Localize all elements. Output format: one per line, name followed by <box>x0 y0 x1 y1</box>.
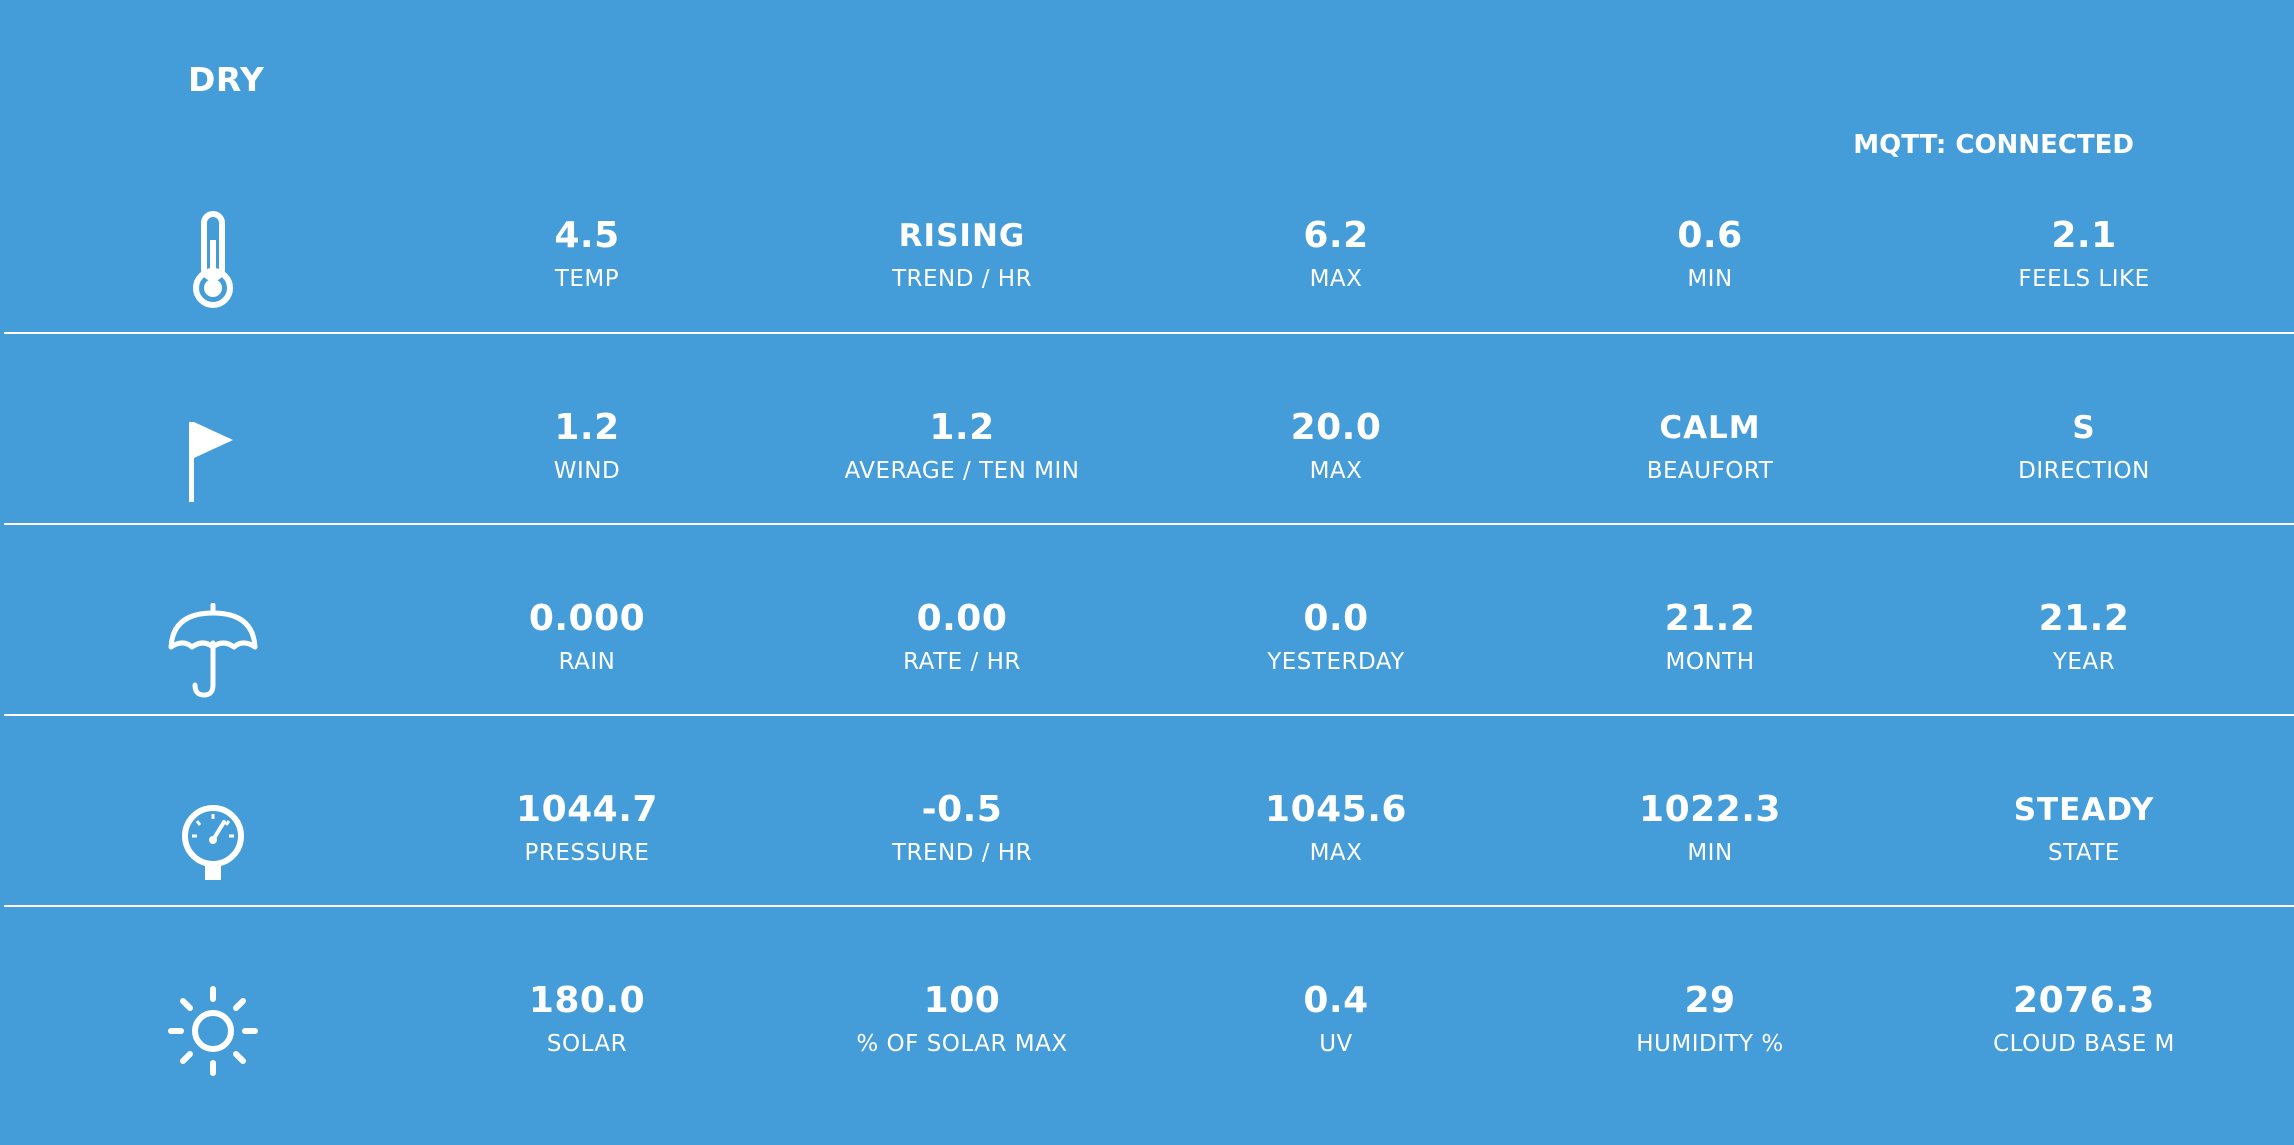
pressure-state-label: STATE <box>2048 840 2120 866</box>
pressure-trend-label: TREND / HR <box>891 840 1033 866</box>
rain-rate-label: RATE / HR <box>903 649 1021 675</box>
row-divider <box>4 714 2294 716</box>
pressure-row: 1044.7 PRESSURE -0.5 TREND / HR 1045.6 M… <box>0 764 2294 954</box>
row-divider <box>4 905 2294 907</box>
rain-year-label: YEAR <box>2052 649 2116 675</box>
temp-value: 4.5 <box>554 215 620 256</box>
wind-average-label: AVERAGE / TEN MIN <box>844 458 1080 484</box>
temp-max-label: MAX <box>1309 266 1363 292</box>
wind-value: 1.2 <box>554 407 620 448</box>
pressure-trend-cell: -0.5 TREND / HR <box>797 788 1127 870</box>
uv-label: UV <box>1319 1031 1353 1057</box>
solar-value: 180.0 <box>528 980 646 1021</box>
temp-max-cell: 6.2 MAX <box>1171 214 1501 296</box>
rain-cell: 0.000 RAIN <box>422 597 752 679</box>
temperature-row: 4.5 TEMP RISING TREND / HR 6.2 MAX 0.6 M… <box>0 190 2294 380</box>
solar-label: SOLAR <box>546 1031 628 1057</box>
cloud-base-cell: 2076.3 CLOUD BASE M <box>1919 979 2249 1061</box>
solar-max-percent-cell: 100 % OF SOLAR MAX <box>797 979 1127 1061</box>
rain-yesterday-label: YESTERDAY <box>1267 649 1405 675</box>
temp-min-value: 0.6 <box>1677 215 1743 256</box>
wind-average-value: 1.2 <box>929 407 995 448</box>
wind-average-cell: 1.2 AVERAGE / TEN MIN <box>797 406 1127 488</box>
humidity-value: 29 <box>1684 980 1736 1021</box>
pressure-state-value: STEADY <box>2013 792 2155 828</box>
feels-like-cell: 2.1 FEELS LIKE <box>1919 214 2249 296</box>
direction-value: S <box>2072 410 2096 446</box>
rain-month-cell: 21.2 MONTH <box>1545 597 1875 679</box>
rain-month-value: 21.2 <box>1664 598 1756 639</box>
rain-value: 0.000 <box>528 598 646 639</box>
beaufort-value: CALM <box>1659 410 1761 446</box>
uv-value: 0.4 <box>1303 980 1369 1021</box>
cloud-base-value: 2076.3 <box>2013 980 2155 1021</box>
wind-max-value: 20.0 <box>1290 407 1382 448</box>
weather-status: DRY <box>188 60 265 99</box>
umbrella-icon <box>165 603 261 703</box>
row-divider <box>4 332 2294 334</box>
temp-min-label: MIN <box>1687 266 1733 292</box>
wind-max-cell: 20.0 MAX <box>1171 406 1501 488</box>
temp-max-value: 6.2 <box>1303 215 1369 256</box>
direction-label: DIRECTION <box>2018 458 2150 484</box>
pressure-state-cell: STEADY STATE <box>1919 788 2249 870</box>
thermometer-icon <box>165 210 261 310</box>
pressure-value: 1044.7 <box>516 789 658 830</box>
solar-row: 180.0 SOLAR 100 % OF SOLAR MAX 0.4 UV 29… <box>0 955 2294 1145</box>
pressure-min-value: 1022.3 <box>1639 789 1781 830</box>
cloud-base-label: CLOUD BASE M <box>1993 1031 2175 1057</box>
beaufort-cell: CALM BEAUFORT <box>1545 406 1875 488</box>
feels-like-value: 2.1 <box>2051 215 2117 256</box>
temp-trend-value: RISING <box>898 218 1026 254</box>
wind-label: WIND <box>553 458 621 484</box>
temp-label: TEMP <box>554 266 620 292</box>
pressure-trend-value: -0.5 <box>921 789 1003 830</box>
flag-icon <box>165 412 261 512</box>
temp-trend-label: TREND / HR <box>891 266 1033 292</box>
row-divider <box>4 523 2294 525</box>
rain-yesterday-cell: 0.0 YESTERDAY <box>1171 597 1501 679</box>
wind-cell: 1.2 WIND <box>422 406 752 488</box>
pressure-gauge-icon <box>165 794 261 894</box>
wind-row: 1.2 WIND 1.2 AVERAGE / TEN MIN 20.0 MAX … <box>0 382 2294 572</box>
temp-trend-cell: RISING TREND / HR <box>797 214 1127 296</box>
rain-year-value: 21.2 <box>2038 598 2130 639</box>
pressure-max-label: MAX <box>1309 840 1363 866</box>
rain-row: 0.000 RAIN 0.00 RATE / HR 0.0 YESTERDAY … <box>0 573 2294 763</box>
solar-max-percent-value: 100 <box>923 980 1001 1021</box>
rain-year-cell: 21.2 YEAR <box>1919 597 2249 679</box>
solar-max-percent-label: % OF SOLAR MAX <box>856 1031 1068 1057</box>
beaufort-label: BEAUFORT <box>1646 458 1774 484</box>
wind-max-label: MAX <box>1309 458 1363 484</box>
direction-cell: S DIRECTION <box>1919 406 2249 488</box>
humidity-cell: 29 HUMIDITY % <box>1545 979 1875 1061</box>
pressure-max-cell: 1045.6 MAX <box>1171 788 1501 870</box>
sun-icon <box>165 981 261 1081</box>
temp-min-cell: 0.6 MIN <box>1545 214 1875 296</box>
feels-like-label: FEELS LIKE <box>2018 266 2150 292</box>
pressure-max-value: 1045.6 <box>1265 789 1407 830</box>
temp-cell: 4.5 TEMP <box>422 214 752 296</box>
pressure-cell: 1044.7 PRESSURE <box>422 788 752 870</box>
mqtt-status: MQTT: CONNECTED <box>1853 130 2134 160</box>
solar-cell: 180.0 SOLAR <box>422 979 752 1061</box>
rain-rate-value: 0.00 <box>916 598 1008 639</box>
pressure-min-cell: 1022.3 MIN <box>1545 788 1875 870</box>
pressure-label: PRESSURE <box>524 840 650 866</box>
rain-label: RAIN <box>558 649 616 675</box>
pressure-min-label: MIN <box>1687 840 1733 866</box>
rain-yesterday-value: 0.0 <box>1303 598 1369 639</box>
humidity-label: HUMIDITY % <box>1636 1031 1784 1057</box>
rain-rate-cell: 0.00 RATE / HR <box>797 597 1127 679</box>
uv-cell: 0.4 UV <box>1171 979 1501 1061</box>
rain-month-label: MONTH <box>1665 649 1755 675</box>
